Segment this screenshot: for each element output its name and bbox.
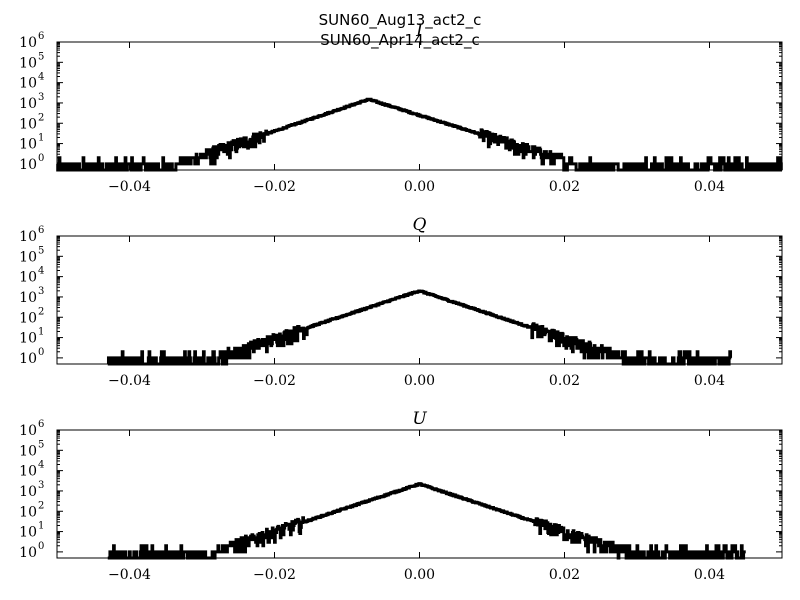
- y-tick-exponent: 1: [38, 133, 44, 144]
- y-tick-label: 10: [19, 229, 37, 245]
- y-tick-exponent: 5: [38, 245, 44, 256]
- y-tick-exponent: 1: [38, 521, 44, 532]
- plot-frame: [56, 41, 783, 171]
- panel-title-q: Q: [413, 215, 427, 235]
- figure-title-line-1: SUN60_Aug13_act2_c: [319, 11, 482, 30]
- x-tick-label: −0.04: [108, 373, 151, 389]
- y-tick-label: 10: [19, 249, 37, 265]
- x-tick-label: −0.02: [253, 179, 296, 195]
- x-tick-label: 0.04: [694, 373, 725, 389]
- plot-frame: [56, 235, 783, 365]
- figure-title-line-2: SUN60_Apr14_act2_c: [320, 31, 479, 50]
- y-tick-label: 10: [19, 443, 37, 459]
- y-tick-exponent: 3: [38, 286, 44, 297]
- y-tick-label: 10: [19, 270, 37, 286]
- y-tick-label: 10: [19, 484, 37, 500]
- x-tick-label: 0.00: [404, 179, 435, 195]
- y-tick-exponent: 1: [38, 327, 44, 338]
- y-tick-label: 10: [19, 331, 37, 347]
- y-tick-exponent: 3: [38, 480, 44, 491]
- y-tick-label: 10: [19, 310, 37, 326]
- x-tick-label: 0.02: [549, 567, 580, 583]
- x-tick-label: 0.00: [404, 373, 435, 389]
- x-tick-label: 0.00: [404, 567, 435, 583]
- y-tick-label: 10: [19, 76, 37, 92]
- x-tick-label: −0.02: [253, 373, 296, 389]
- x-tick-label: −0.02: [253, 567, 296, 583]
- y-tick-label: 10: [19, 464, 37, 480]
- y-tick-label: 10: [19, 423, 37, 439]
- y-tick-label: 10: [19, 504, 37, 520]
- y-tick-exponent: 6: [38, 225, 44, 236]
- y-tick-label: 10: [19, 545, 37, 561]
- x-tick-label: 0.02: [549, 373, 580, 389]
- series-line-i-0: [56, 97, 783, 172]
- series-line-q-0: [106, 289, 733, 366]
- y-tick-label: 10: [19, 290, 37, 306]
- y-tick-exponent: 4: [38, 72, 44, 83]
- plot-frame: [56, 429, 783, 559]
- x-tick-label: 0.04: [694, 179, 725, 195]
- x-tick-label: 0.02: [549, 179, 580, 195]
- y-tick-label: 10: [19, 157, 37, 173]
- y-tick-exponent: 4: [38, 460, 44, 471]
- x-tick-label: −0.04: [108, 567, 151, 583]
- y-tick-exponent: 6: [38, 419, 44, 430]
- y-tick-label: 10: [19, 137, 37, 153]
- y-tick-exponent: 0: [38, 347, 44, 358]
- y-tick-label: 10: [19, 96, 37, 112]
- series-line-u-0: [107, 482, 746, 560]
- y-tick-exponent: 2: [38, 112, 44, 123]
- y-tick-label: 10: [19, 351, 37, 367]
- y-tick-label: 10: [19, 525, 37, 541]
- y-tick-label: 10: [19, 35, 37, 51]
- y-tick-exponent: 2: [38, 306, 44, 317]
- y-tick-exponent: 5: [38, 439, 44, 450]
- y-tick-label: 10: [19, 55, 37, 71]
- y-tick-exponent: 0: [38, 541, 44, 552]
- x-tick-label: 0.04: [694, 567, 725, 583]
- panel-title-u: U: [412, 409, 427, 429]
- y-tick-exponent: 4: [38, 266, 44, 277]
- y-tick-exponent: 3: [38, 92, 44, 103]
- y-tick-exponent: 0: [38, 153, 44, 164]
- y-tick-exponent: 6: [38, 31, 44, 42]
- panel-title-i: I: [415, 21, 423, 41]
- y-tick-exponent: 2: [38, 500, 44, 511]
- x-tick-label: −0.04: [108, 179, 151, 195]
- y-tick-label: 10: [19, 116, 37, 132]
- y-tick-exponent: 5: [38, 51, 44, 62]
